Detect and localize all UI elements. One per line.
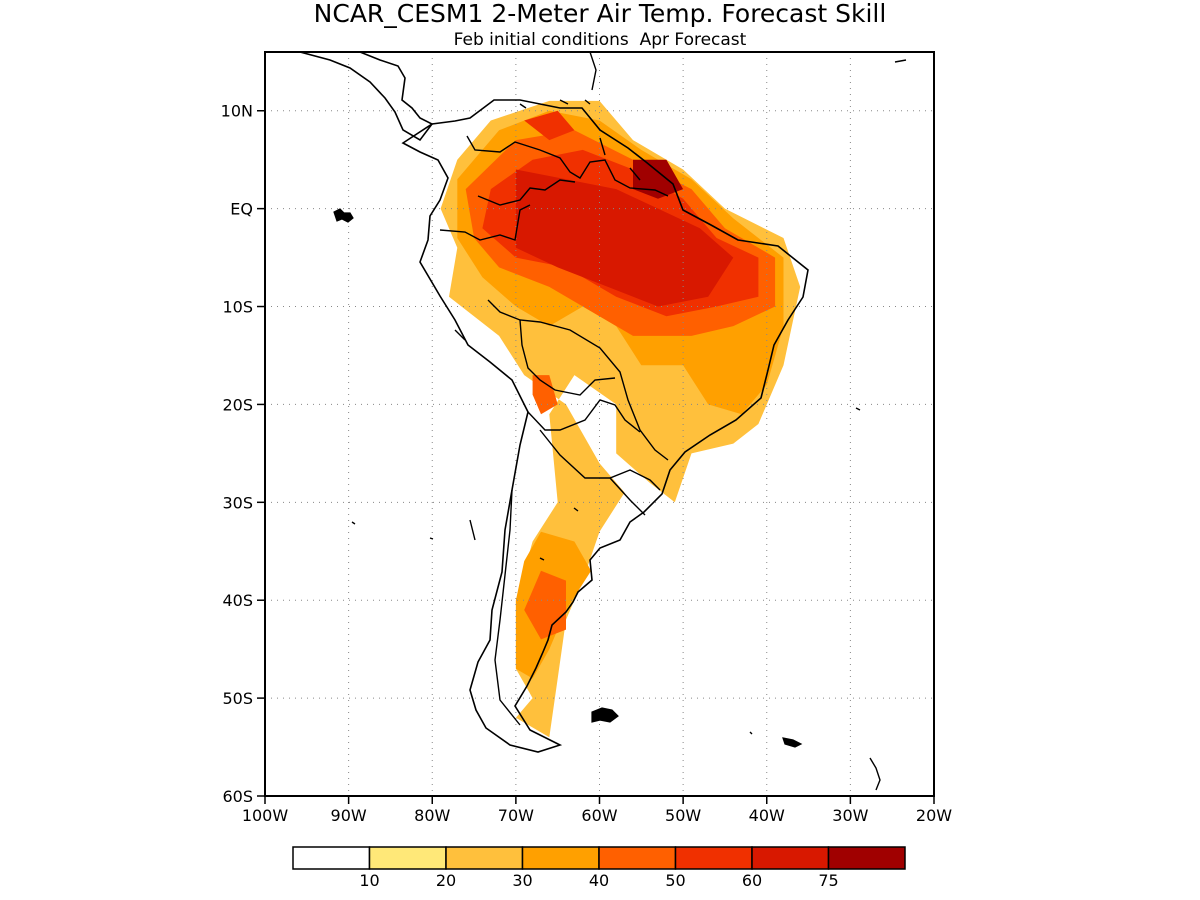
small-islands — [351, 59, 907, 791]
galapagos-islands — [333, 208, 354, 223]
lon-tick-label: 20W — [916, 806, 952, 825]
legend-swatch — [368, 846, 447, 870]
lon-tick-label: 40W — [749, 806, 785, 825]
legend-label: 75 — [818, 871, 838, 890]
color-legend: 10 20 30 40 50 60 75 — [292, 846, 906, 890]
lat-tick-label: 50S — [222, 689, 253, 708]
skill-region-level-4 — [532, 375, 558, 415]
lat-tick-label: 10S — [222, 298, 253, 317]
lat-tick-label: 60S — [222, 787, 253, 806]
country-borders — [439, 135, 669, 726]
legend-swatch — [827, 846, 906, 870]
legend-label: 10 — [359, 871, 379, 890]
lon-tick-label: 90W — [331, 806, 367, 825]
skill-region-level-6 — [515, 169, 734, 307]
legend-swatch — [598, 846, 677, 870]
caribbean-islands — [519, 52, 597, 109]
falkland-islands — [591, 707, 619, 723]
lat-tick-label: 30S — [222, 493, 253, 512]
skill-region-level-5 — [524, 110, 575, 141]
south-georgia-island — [782, 737, 803, 748]
lon-tick-label: 30W — [832, 806, 868, 825]
lon-tick-label: 50W — [665, 806, 701, 825]
legend-swatch — [751, 846, 830, 870]
skill-shading-layer — [440, 100, 801, 738]
lat-tick-label: EQ — [230, 200, 253, 219]
south-america-coastline — [401, 99, 809, 753]
legend-label: 50 — [665, 871, 685, 890]
legend-swatch — [674, 846, 753, 870]
lon-tick-label: 60W — [581, 806, 617, 825]
legend-label: 20 — [436, 871, 456, 890]
legend-swatch — [445, 846, 524, 870]
map-subtitle: Feb initial conditions Apr Forecast — [454, 30, 747, 50]
lat-tick-label: 40S — [222, 591, 253, 610]
lon-tick-label: 100W — [242, 806, 289, 825]
lon-tick-label: 80W — [414, 806, 450, 825]
legend-swatch — [521, 846, 600, 870]
map-title: NCAR_CESM1 2-Meter Air Temp. Forecast Sk… — [314, 0, 887, 28]
legend-swatch — [292, 846, 371, 870]
lat-tick-label: 10N — [221, 102, 253, 121]
legend-label: 30 — [512, 871, 532, 890]
legend-label: 40 — [589, 871, 609, 890]
gridlines — [265, 52, 934, 796]
central-america-coastline — [299, 52, 434, 142]
lon-tick-label: 70W — [498, 806, 534, 825]
lat-tick-label: 20S — [222, 395, 253, 414]
coastlines-and-borders — [299, 52, 907, 791]
legend-label: 60 — [742, 871, 762, 890]
